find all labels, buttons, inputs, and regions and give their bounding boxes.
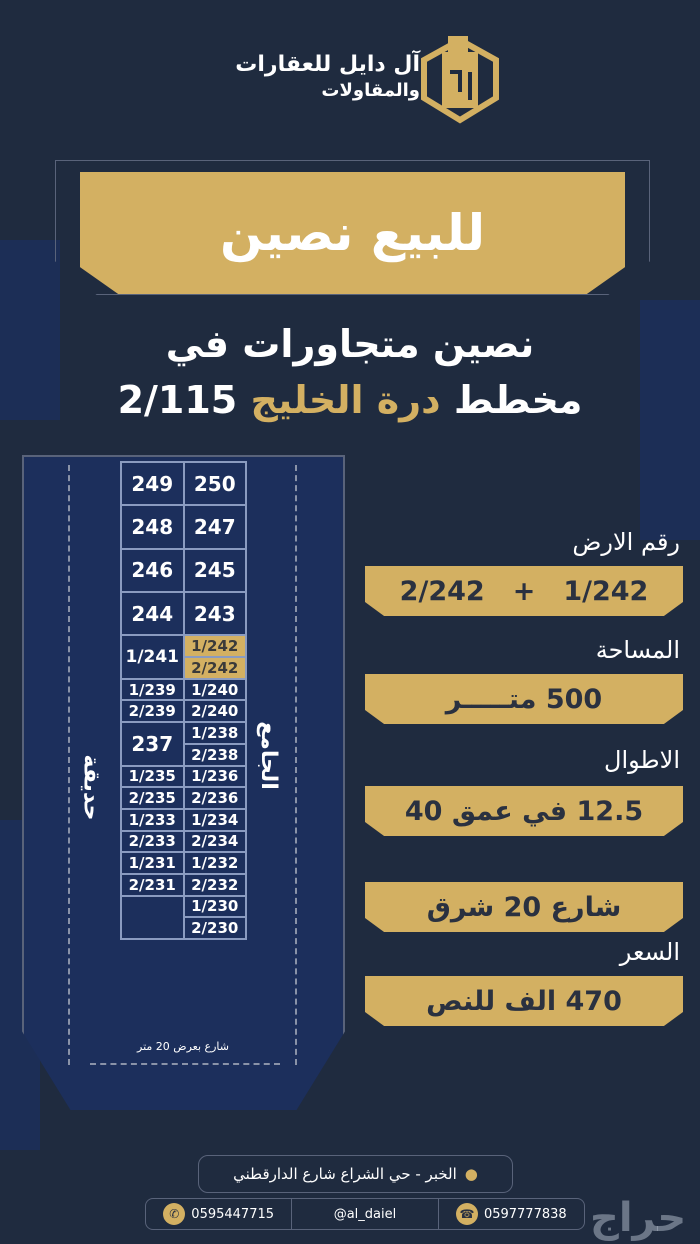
plot-cell: 2/239 bbox=[121, 700, 184, 723]
mosque-label: الجامع bbox=[255, 721, 281, 790]
plot-cell-highlighted: 1/242 bbox=[183, 635, 246, 658]
plot-cell-highlighted: 2/242 bbox=[183, 657, 246, 679]
plot-cell: 250 bbox=[183, 462, 246, 506]
plot-cell: 245 bbox=[183, 548, 246, 593]
plot-number-label: رقم الارض bbox=[572, 528, 680, 556]
plot-cell: 2/235 bbox=[121, 787, 184, 809]
plot-cell: 2/233 bbox=[121, 830, 184, 853]
dimensions-value: 12.5 في عمق 40 bbox=[365, 786, 683, 836]
headline-suffix: 2/115 bbox=[117, 378, 238, 422]
plot-b: 2/242 bbox=[399, 575, 485, 607]
plot-cell: 1/241 bbox=[121, 635, 184, 679]
plot-cell: 2/240 bbox=[183, 700, 246, 723]
brand-line2: والمقاولات bbox=[321, 80, 420, 101]
plot-cell: 2/230 bbox=[183, 917, 246, 939]
location-pin-icon: ● bbox=[464, 1165, 478, 1183]
plot-cell: 2/231 bbox=[121, 873, 184, 896]
dashed-boundary bbox=[68, 465, 70, 1065]
plot-number-value: 1/242 + 2/242 bbox=[365, 566, 683, 616]
plot-cell: 1/238 bbox=[183, 722, 246, 744]
whatsapp-contact[interactable]: ✆ 0595447715 bbox=[146, 1199, 291, 1229]
park-label: حديقة bbox=[78, 754, 104, 821]
bottom-street-label: شارع بعرض 20 متر bbox=[137, 1040, 229, 1053]
phone-number: 0597777838 bbox=[483, 1206, 567, 1222]
area-value: 500 متـــــر bbox=[365, 674, 683, 724]
whatsapp-icon: ✆ bbox=[163, 1203, 186, 1225]
whatsapp-number: 0595447715 bbox=[191, 1206, 275, 1222]
plot-cell: 1/234 bbox=[183, 808, 246, 831]
plot-cell: 248 bbox=[121, 505, 184, 549]
address: ● الخبر - حي الشراع شارع الدارقطني bbox=[198, 1155, 513, 1193]
dimensions-label: الاطوال bbox=[604, 746, 680, 774]
plot-cell: 1/239 bbox=[121, 678, 184, 701]
plot-cell: 1/232 bbox=[183, 852, 246, 874]
price-value: 470 الف للنص bbox=[365, 976, 683, 1026]
plot-cell: 1/240 bbox=[183, 678, 246, 701]
plot-cell: 2/234 bbox=[183, 830, 246, 853]
banner-frame bbox=[55, 160, 650, 295]
brand-name: آل دايل للعقارات والمقاولات bbox=[200, 52, 420, 104]
brand-line1: آل دايل للعقارات bbox=[235, 52, 420, 77]
plot-cell: 243 bbox=[183, 592, 246, 636]
headline-line1: نصين متجاورات في bbox=[165, 322, 535, 366]
headline-line2: مخطط درة الخليج 2/115 bbox=[0, 378, 700, 422]
social-handle[interactable]: @al_daiel bbox=[291, 1199, 437, 1229]
plot-cell: 244 bbox=[121, 592, 184, 636]
bg-block bbox=[640, 300, 700, 540]
plot-cell-empty bbox=[121, 895, 184, 939]
plot-cell: 246 bbox=[121, 548, 184, 593]
price-label: السعر bbox=[619, 938, 680, 966]
dashed-boundary bbox=[90, 1063, 280, 1065]
plot-cell: 249 bbox=[121, 462, 184, 506]
street-value: شارع 20 شرق bbox=[365, 882, 683, 932]
dashed-boundary bbox=[295, 465, 297, 1065]
logo-icon bbox=[420, 32, 500, 124]
plot-cell: 1/231 bbox=[121, 852, 184, 874]
social-handle-text: @al_daiel bbox=[333, 1206, 397, 1222]
banner-title: للبيع نصين bbox=[80, 172, 625, 294]
headline-highlight: درة الخليج bbox=[250, 378, 441, 422]
plot-cell: 1/235 bbox=[121, 765, 184, 788]
bg-block bbox=[0, 240, 60, 420]
headline-prefix: مخطط bbox=[453, 378, 583, 422]
plot-cell: 2/232 bbox=[183, 873, 246, 896]
plot-cell: 1/233 bbox=[121, 808, 184, 831]
plot-cell: 2/236 bbox=[183, 787, 246, 809]
plot-a: 1/242 bbox=[563, 575, 649, 607]
phone-contact[interactable]: ☎ 0597777838 bbox=[437, 1199, 584, 1229]
plot-cell: 237 bbox=[121, 722, 184, 766]
plot-plus: + bbox=[512, 575, 536, 607]
plot-cell: 1/236 bbox=[183, 765, 246, 788]
phone-icon: ☎ bbox=[455, 1203, 478, 1225]
plot-cell: 247 bbox=[183, 505, 246, 549]
plot-cell: 2/238 bbox=[183, 743, 246, 766]
plot-cell: 1/230 bbox=[183, 895, 246, 918]
plot-grid: 249 248 246 244 1/241 1/239 2/239 237 1/… bbox=[120, 461, 247, 940]
contact-bar: ✆ 0595447715 @al_daiel ☎ 0597777838 bbox=[145, 1198, 585, 1230]
area-label: المساحة bbox=[595, 636, 680, 664]
haraj-watermark: حراج bbox=[590, 1195, 687, 1241]
address-text: الخبر - حي الشراع شارع الدارقطني bbox=[233, 1165, 457, 1183]
